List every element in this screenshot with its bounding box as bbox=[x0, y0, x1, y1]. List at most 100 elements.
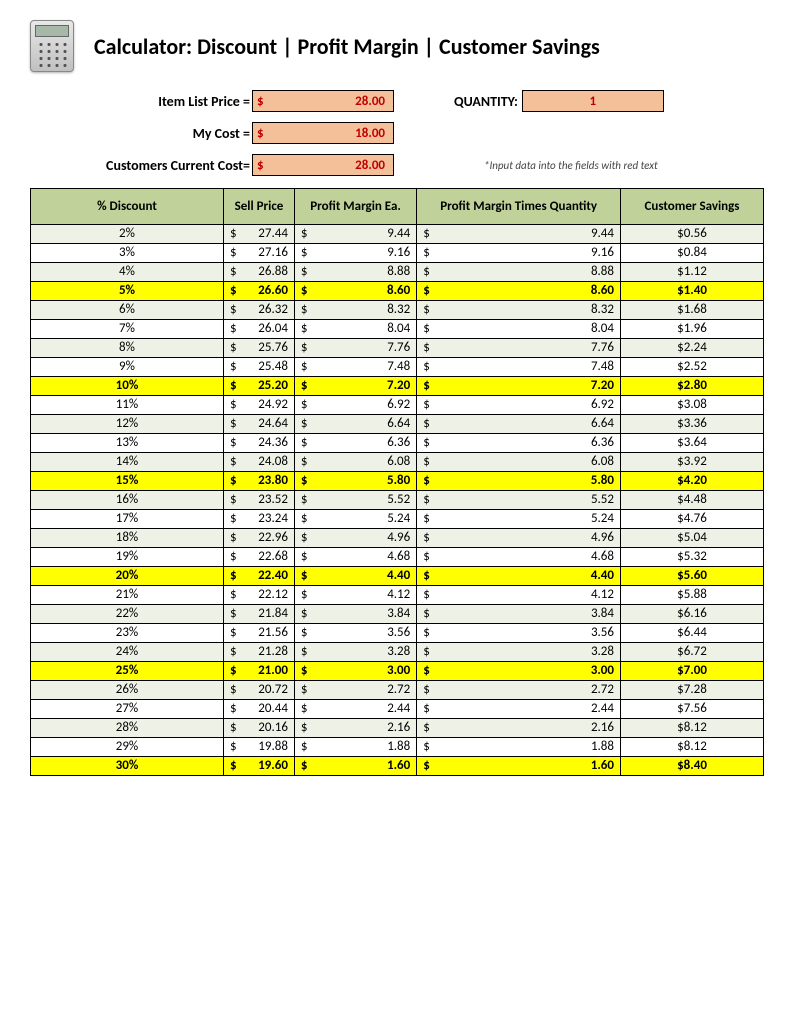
cell-customer-savings: $8.40 bbox=[621, 757, 764, 776]
cell-customer-savings: $4.20 bbox=[621, 472, 764, 491]
cell-customer-savings: $7.00 bbox=[621, 662, 764, 681]
cell-profit-margin-qty: $7.76 bbox=[417, 339, 621, 358]
table-row: 18%$22.96$4.96$4.96$5.04 bbox=[31, 529, 764, 548]
cell-profit-margin-qty: $8.60 bbox=[417, 282, 621, 301]
cell-discount: 7% bbox=[31, 320, 224, 339]
input-hint: *Input data into the fields with red tex… bbox=[484, 159, 658, 172]
cell-discount: 29% bbox=[31, 738, 224, 757]
cell-discount: 4% bbox=[31, 263, 224, 282]
cell-profit-margin-ea: $2.16 bbox=[294, 719, 416, 738]
cell-discount: 18% bbox=[31, 529, 224, 548]
cell-profit-margin-ea: $4.68 bbox=[294, 548, 416, 567]
cell-profit-margin-qty: $8.88 bbox=[417, 263, 621, 282]
table-row: 2%$27.44$9.44$9.44$0.56 bbox=[31, 225, 764, 244]
cell-sell-price: $20.44 bbox=[224, 700, 295, 719]
my-cost-input[interactable]: $ 18.00 bbox=[252, 122, 394, 144]
cell-sell-price: $24.08 bbox=[224, 453, 295, 472]
cell-discount: 30% bbox=[31, 757, 224, 776]
cell-sell-price: $23.52 bbox=[224, 491, 295, 510]
cell-sell-price: $25.20 bbox=[224, 377, 295, 396]
table-row: 17%$23.24$5.24$5.24$4.76 bbox=[31, 510, 764, 529]
quantity-label: QUANTITY: bbox=[454, 93, 518, 110]
cell-sell-price: $22.68 bbox=[224, 548, 295, 567]
table-row: 21%$22.12$4.12$4.12$5.88 bbox=[31, 586, 764, 605]
cell-customer-savings: $1.96 bbox=[621, 320, 764, 339]
cell-profit-margin-qty: $7.20 bbox=[417, 377, 621, 396]
cell-profit-margin-qty: $9.44 bbox=[417, 225, 621, 244]
quantity-input[interactable]: 1 bbox=[522, 90, 664, 112]
cell-profit-margin-ea: $2.72 bbox=[294, 681, 416, 700]
cell-profit-margin-qty: $2.72 bbox=[417, 681, 621, 700]
cell-customer-savings: $5.04 bbox=[621, 529, 764, 548]
cell-customer-savings: $2.52 bbox=[621, 358, 764, 377]
cell-sell-price: $26.88 bbox=[224, 263, 295, 282]
cell-discount: 10% bbox=[31, 377, 224, 396]
cell-profit-margin-ea: $8.32 bbox=[294, 301, 416, 320]
cell-customer-savings: $6.16 bbox=[621, 605, 764, 624]
cell-profit-margin-ea: $6.08 bbox=[294, 453, 416, 472]
cell-profit-margin-qty: $5.80 bbox=[417, 472, 621, 491]
cell-profit-margin-qty: $2.16 bbox=[417, 719, 621, 738]
cell-discount: 12% bbox=[31, 415, 224, 434]
cell-profit-margin-qty: $3.84 bbox=[417, 605, 621, 624]
cell-profit-margin-ea: $3.84 bbox=[294, 605, 416, 624]
cell-sell-price: $27.44 bbox=[224, 225, 295, 244]
table-row: 8%$25.76$7.76$7.76$2.24 bbox=[31, 339, 764, 358]
cell-profit-margin-ea: $4.40 bbox=[294, 567, 416, 586]
cell-discount: 26% bbox=[31, 681, 224, 700]
cell-profit-margin-qty: $9.16 bbox=[417, 244, 621, 263]
cell-customer-savings: $2.80 bbox=[621, 377, 764, 396]
cell-profit-margin-qty: $2.44 bbox=[417, 700, 621, 719]
table-row: 24%$21.28$3.28$3.28$6.72 bbox=[31, 643, 764, 662]
cell-customer-savings: $3.92 bbox=[621, 453, 764, 472]
cell-profit-margin-ea: $3.28 bbox=[294, 643, 416, 662]
table-row: 4%$26.88$8.88$8.88$1.12 bbox=[31, 263, 764, 282]
cell-discount: 15% bbox=[31, 472, 224, 491]
table-row: 9%$25.48$7.48$7.48$2.52 bbox=[31, 358, 764, 377]
table-row: 29%$19.88$1.88$1.88$8.12 bbox=[31, 738, 764, 757]
cell-sell-price: $25.76 bbox=[224, 339, 295, 358]
cell-profit-margin-ea: $7.48 bbox=[294, 358, 416, 377]
cell-customer-savings: $6.44 bbox=[621, 624, 764, 643]
cell-discount: 28% bbox=[31, 719, 224, 738]
cell-profit-margin-qty: $4.68 bbox=[417, 548, 621, 567]
cell-profit-margin-ea: $4.96 bbox=[294, 529, 416, 548]
cell-profit-margin-ea: $3.00 bbox=[294, 662, 416, 681]
cell-customer-savings: $1.40 bbox=[621, 282, 764, 301]
cell-profit-margin-ea: $6.36 bbox=[294, 434, 416, 453]
cell-profit-margin-ea: $1.60 bbox=[294, 757, 416, 776]
cell-sell-price: $21.00 bbox=[224, 662, 295, 681]
table-row: 25%$21.00$3.00$3.00$7.00 bbox=[31, 662, 764, 681]
cell-sell-price: $20.16 bbox=[224, 719, 295, 738]
table-row: 15%$23.80$5.80$5.80$4.20 bbox=[31, 472, 764, 491]
cell-profit-margin-ea: $6.92 bbox=[294, 396, 416, 415]
cell-discount: 3% bbox=[31, 244, 224, 263]
cust-cost-input[interactable]: $ 28.00 bbox=[252, 154, 394, 176]
cell-profit-margin-ea: $4.12 bbox=[294, 586, 416, 605]
cell-sell-price: $25.48 bbox=[224, 358, 295, 377]
table-row: 11%$24.92$6.92$6.92$3.08 bbox=[31, 396, 764, 415]
cell-sell-price: $26.04 bbox=[224, 320, 295, 339]
cell-profit-margin-qty: $5.52 bbox=[417, 491, 621, 510]
cell-customer-savings: $5.32 bbox=[621, 548, 764, 567]
cell-discount: 11% bbox=[31, 396, 224, 415]
cell-sell-price: $24.36 bbox=[224, 434, 295, 453]
cell-profit-margin-ea: $8.88 bbox=[294, 263, 416, 282]
table-row: 6%$26.32$8.32$8.32$1.68 bbox=[31, 301, 764, 320]
cell-customer-savings: $0.56 bbox=[621, 225, 764, 244]
list-price-input[interactable]: $ 28.00 bbox=[252, 90, 394, 112]
cell-discount: 5% bbox=[31, 282, 224, 301]
table-row: 5%$26.60$8.60$8.60$1.40 bbox=[31, 282, 764, 301]
cell-discount: 6% bbox=[31, 301, 224, 320]
cell-discount: 2% bbox=[31, 225, 224, 244]
table-row: 10%$25.20$7.20$7.20$2.80 bbox=[31, 377, 764, 396]
th-sell: Sell Price bbox=[224, 189, 295, 225]
cell-customer-savings: $3.64 bbox=[621, 434, 764, 453]
cell-discount: 16% bbox=[31, 491, 224, 510]
calculator-icon bbox=[30, 20, 74, 72]
cell-discount: 25% bbox=[31, 662, 224, 681]
cell-sell-price: $21.56 bbox=[224, 624, 295, 643]
table-row: 13%$24.36$6.36$6.36$3.64 bbox=[31, 434, 764, 453]
cell-profit-margin-ea: $7.20 bbox=[294, 377, 416, 396]
cell-discount: 13% bbox=[31, 434, 224, 453]
